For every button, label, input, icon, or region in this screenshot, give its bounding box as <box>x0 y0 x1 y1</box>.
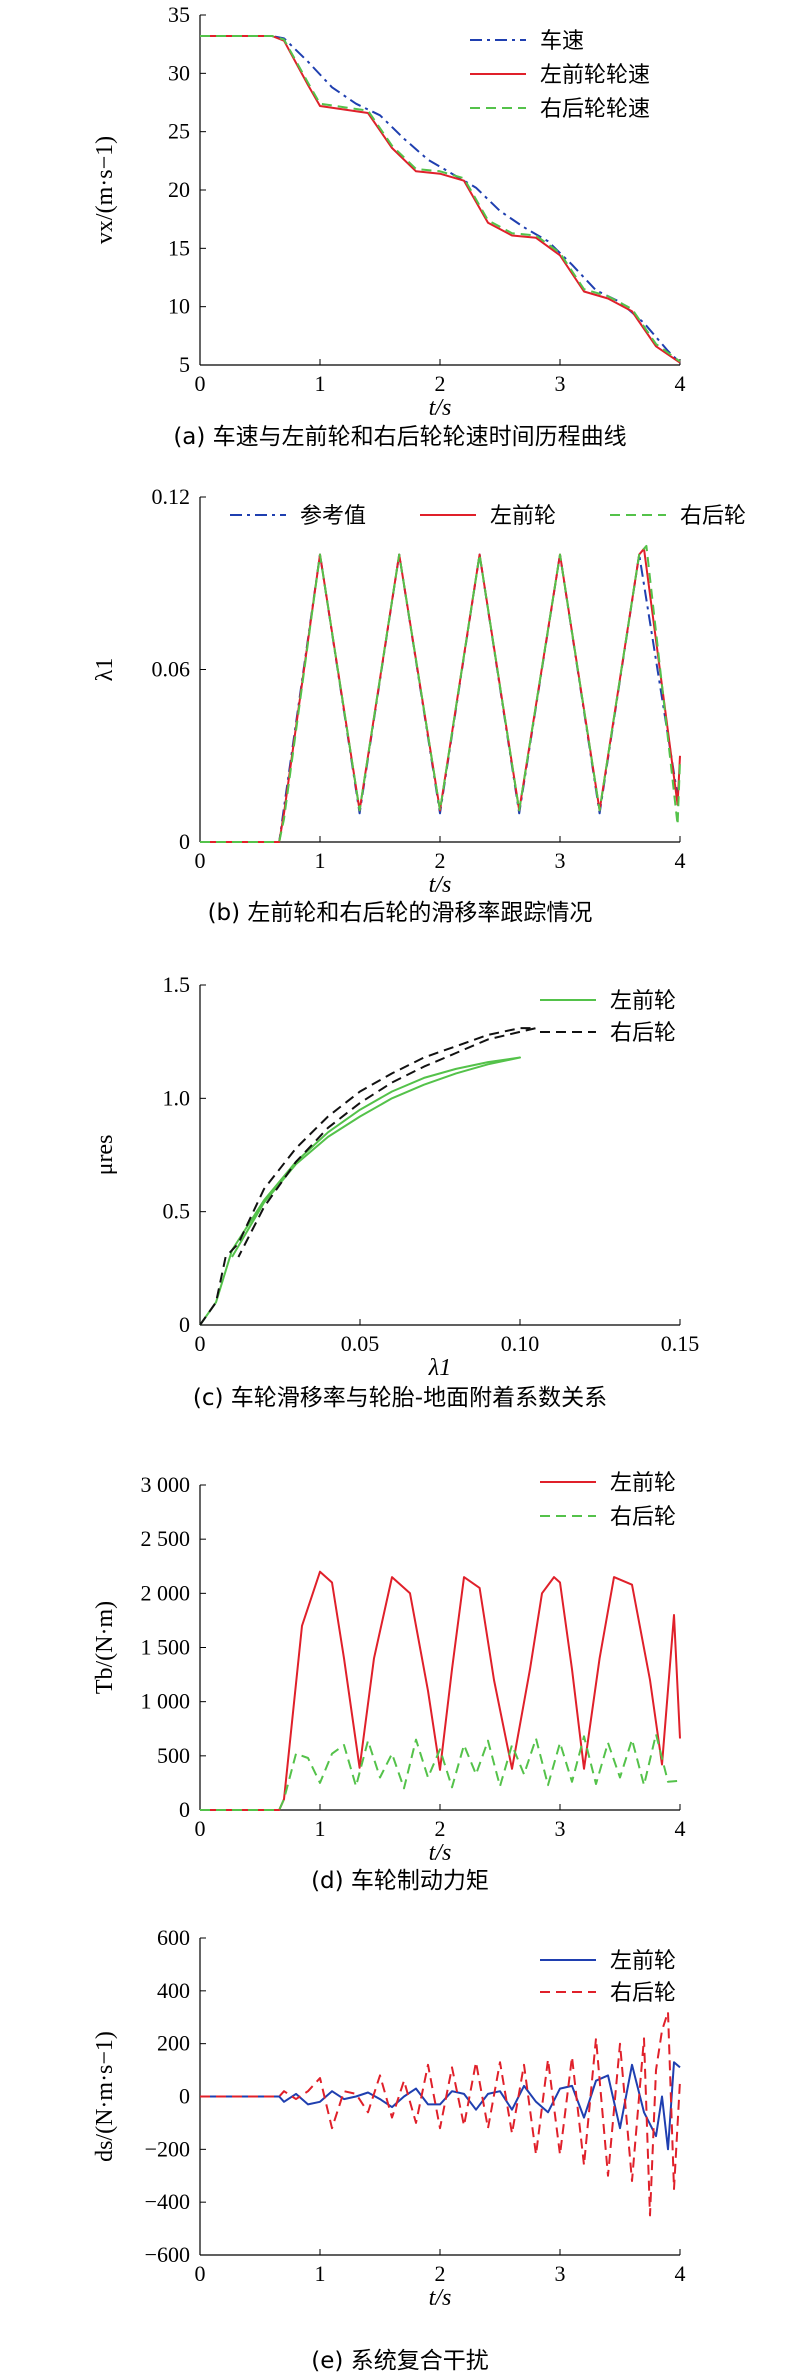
y-axis-label: Tb/(N·m) <box>92 1601 118 1694</box>
x-tick-label: 0 <box>195 1331 206 1356</box>
chart-caption: (a) 车速与左前轮和右后轮轮速时间历程曲线 <box>173 424 626 450</box>
chart-caption: (d) 车轮制动力矩 <box>311 1868 489 1894</box>
series-line-0 <box>200 2061 681 2151</box>
legend-label: 左前轮 <box>610 989 676 1014</box>
series-line-1 <box>200 35 681 364</box>
y-axis-label: vx/(m·s−1) <box>92 136 118 244</box>
y-tick-label: 0.12 <box>152 484 191 509</box>
y-tick-label: 0.5 <box>163 1199 191 1224</box>
y-tick-label: 2 500 <box>141 1526 191 1551</box>
y-tick-label: −600 <box>145 2242 190 2267</box>
legend-label: 左前轮 <box>490 504 556 529</box>
x-tick-label: 0 <box>195 1816 206 1841</box>
y-tick-label: 0 <box>179 829 190 854</box>
y-tick-label: 1.0 <box>163 1085 191 1110</box>
legend-label: 右后轮 <box>610 1981 676 2006</box>
x-tick-label: 3 <box>555 1816 566 1841</box>
y-tick-label: 35 <box>168 2 190 27</box>
chart-d: 0 1 2 3 4 0 500 1 000 1 500 2 000 2 500 3 000 t/s Tb/… <box>92 1471 686 1894</box>
series-line-1 <box>200 547 681 843</box>
chart-caption: (c) 车轮滑移率与轮胎-地面附着系数关系 <box>193 1385 607 1411</box>
y-tick-label: 25 <box>168 119 190 144</box>
x-axis-label: t/s <box>429 395 452 421</box>
series-line-0 <box>200 1570 681 1811</box>
chart-a: 0 1 2 3 4 5 10 15 20 25 30 35 t/s vx/(m·s−1) 车速左前轮轮速右后… <box>92 2 686 450</box>
x-axis-label: t/s <box>429 1840 452 1866</box>
x-tick-label: 0 <box>195 848 206 873</box>
series-line-0 <box>200 35 681 364</box>
series-line-2 <box>200 35 681 363</box>
legend-label: 左前轮轮速 <box>540 63 650 88</box>
x-axis-label: λ1 <box>428 1355 451 1381</box>
x-tick-label: 3 <box>555 371 566 396</box>
series-line-0 <box>199 1056 521 1326</box>
y-axis-label: λ1 <box>92 658 118 682</box>
x-tick-label: 0.05 <box>341 1331 380 1356</box>
x-tick-label: 0 <box>195 371 206 396</box>
legend-label: 右后轮 <box>610 1021 676 1046</box>
y-tick-label: 0 <box>179 1312 190 1337</box>
y-tick-label: 5 <box>179 352 190 377</box>
y-tick-label: 10 <box>168 294 190 319</box>
y-tick-label: 0.06 <box>152 657 191 682</box>
y-tick-label: 30 <box>168 60 190 85</box>
x-tick-label: 2 <box>435 1816 446 1841</box>
x-axis-label: t/s <box>429 872 452 898</box>
x-tick-label: 4 <box>675 371 686 396</box>
x-tick-label: 0.15 <box>661 1331 700 1356</box>
chart-e: 0 1 2 3 4 −600 −400 −200 0 200 400 600 t/s ds/(N·m·s−… <box>92 1925 686 2374</box>
x-tick-label: 1 <box>315 848 326 873</box>
x-tick-label: 4 <box>675 848 686 873</box>
series-line-2 <box>200 544 681 843</box>
y-tick-label: 200 <box>157 2031 190 2056</box>
y-tick-label: 1.5 <box>163 972 191 997</box>
x-tick-label: 1 <box>315 1816 326 1841</box>
x-tick-label: 1 <box>315 2261 326 2286</box>
y-tick-label: 3 000 <box>141 1472 191 1497</box>
y-axis-label: ds/(N·m·s−1) <box>92 2031 118 2162</box>
legend-label: 右后轮 <box>680 504 746 529</box>
y-tick-label: 400 <box>157 1978 190 2003</box>
legend-label: 左前轮 <box>610 1471 676 1496</box>
y-tick-label: 1 500 <box>141 1635 191 1660</box>
x-tick-label: 2 <box>435 848 446 873</box>
x-tick-label: 0 <box>195 2261 206 2286</box>
x-tick-label: 3 <box>555 2261 566 2286</box>
chart-caption: (e) 系统复合干扰 <box>311 2348 488 2374</box>
series-line-1 <box>200 1733 681 1811</box>
chart-b: 0 1 2 3 4 0 0.06 0.12 t/s λ1 参考值 左前轮 右后轮 (b) 左前轮和右后轮的… <box>92 484 746 926</box>
series-line-1 <box>200 2011 681 2217</box>
series-line-1 <box>199 1027 537 1326</box>
y-tick-label: 500 <box>157 1743 190 1768</box>
x-tick-label: 2 <box>435 2261 446 2286</box>
x-axis-label: t/s <box>429 2285 452 2311</box>
x-tick-label: 2 <box>435 371 446 396</box>
chart-caption: (b) 左前轮和右后轮的滑移率跟踪情况 <box>208 900 593 926</box>
legend-label: 车速 <box>540 29 584 54</box>
series-line-0 <box>200 553 679 843</box>
y-tick-label: 1 000 <box>141 1689 191 1714</box>
legend-label: 右后轮 <box>610 1505 676 1530</box>
y-tick-label: −200 <box>145 2136 190 2161</box>
x-tick-label: 4 <box>675 1816 686 1841</box>
y-tick-label: 0 <box>179 2084 190 2109</box>
x-tick-label: 4 <box>675 2261 686 2286</box>
legend-label: 右后轮轮速 <box>540 97 650 122</box>
legend-label: 参考值 <box>300 504 366 529</box>
y-tick-label: 0 <box>179 1797 190 1822</box>
x-tick-label: 1 <box>315 371 326 396</box>
x-tick-label: 0.10 <box>501 1331 540 1356</box>
legend-label: 左前轮 <box>610 1949 676 1974</box>
y-tick-label: 600 <box>157 1925 190 1950</box>
y-tick-label: −400 <box>145 2189 190 2214</box>
y-axis-label: μres <box>92 1135 118 1176</box>
x-tick-label: 3 <box>555 848 566 873</box>
y-tick-label: 2 000 <box>141 1580 191 1605</box>
y-tick-label: 15 <box>168 235 190 260</box>
y-tick-label: 20 <box>168 177 190 202</box>
